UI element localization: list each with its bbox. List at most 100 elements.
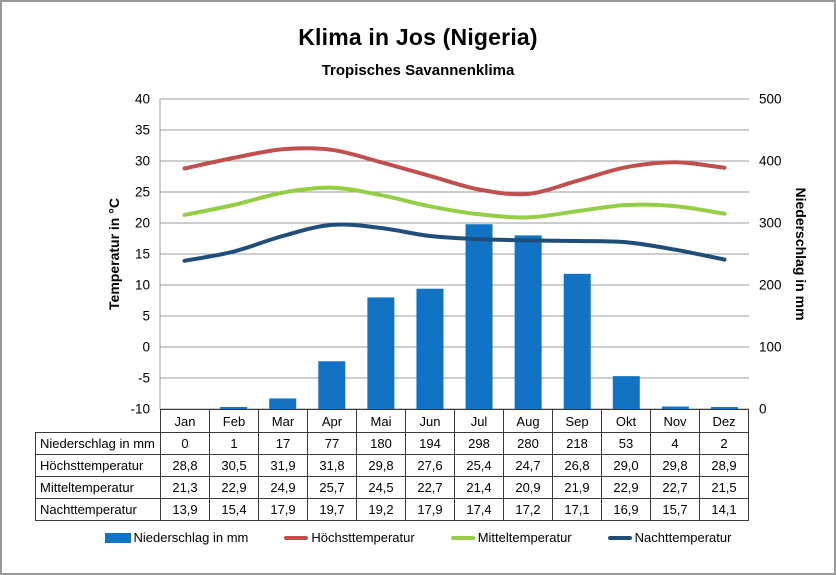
row-label-cell: Nachttemperatur: [35, 498, 161, 521]
left-axis-tick-label: 25: [135, 185, 150, 200]
right-axis-title: Niederschlag in mm: [793, 187, 809, 321]
bar-swatch-icon: [104, 532, 131, 543]
value-cell: 31,8: [307, 454, 357, 477]
bar-Mai: [367, 297, 395, 409]
right-axis-tick-label: 100: [759, 340, 782, 355]
left-axis-tick-label: 5: [142, 309, 150, 324]
left-axis-tick-label: 40: [135, 92, 150, 107]
bar-Mar: [269, 398, 297, 409]
value-cell: 22,9: [209, 476, 259, 499]
value-cell: 280: [503, 432, 553, 455]
bar-Nov: [661, 406, 689, 409]
row-label-cell: Höchsttemperatur: [35, 454, 161, 477]
value-cell: 14,1: [699, 498, 749, 521]
legend-label: Höchsttemperatur: [311, 530, 415, 545]
right-axis-tick-label: 500: [759, 92, 782, 107]
value-cell: 29,8: [356, 454, 406, 477]
bar-Aug: [514, 235, 542, 409]
month-header-cell: Dez: [699, 409, 749, 433]
value-cell: 30,5: [209, 454, 259, 477]
value-cell: 0: [160, 432, 210, 455]
table-row: Höchsttemperatur 28,8 30,5 31,9 31,8 29,8 27,6…: [35, 454, 749, 477]
left-axis-title: Temperatur in °C: [106, 198, 122, 310]
line-swatch-icon: [284, 535, 309, 540]
value-cell: 4: [650, 432, 700, 455]
value-cell: 26,8: [552, 454, 602, 477]
bar-Jun: [416, 288, 444, 409]
right-axis-tick-label: 200: [759, 278, 782, 293]
value-cell: 22,7: [405, 476, 455, 499]
value-cell: 24,5: [356, 476, 406, 499]
value-cell: 17,9: [258, 498, 308, 521]
line-swatch-icon: [450, 535, 475, 540]
value-cell: 19,2: [356, 498, 406, 521]
line-Höchsttemperatur: [182, 146, 727, 197]
left-axis-tick-label: 10: [135, 278, 150, 293]
value-cell: 22,7: [650, 476, 700, 499]
right-axis-tick-label: 400: [759, 154, 782, 169]
value-cell: 24,7: [503, 454, 553, 477]
month-header-cell: Mar: [258, 409, 308, 433]
value-cell: 2: [699, 432, 749, 455]
left-axis-tick-label: 0: [142, 340, 150, 355]
month-header-cell: Aug: [503, 409, 553, 433]
table-header-row: Jan Feb Mar Apr Mai Jun Jul Aug Sep Okt Nov Dez: [36, 409, 749, 433]
value-cell: 21,3: [160, 476, 210, 499]
table-row: Nachttemperatur 13,9 15,4 17,9 19,7 19,2 17,9 1…: [35, 498, 749, 521]
value-cell: 218: [552, 432, 602, 455]
value-cell: 22,9: [601, 476, 651, 499]
chart-subtitle: Tropisches Savannenklima: [321, 62, 515, 79]
chart-legend: Niederschlag in mm Höchsttemperatur Mitt…: [2, 530, 834, 545]
bar-Dez: [710, 407, 738, 409]
value-cell: 1: [209, 432, 259, 455]
month-header-cell: Okt: [601, 409, 651, 433]
legend-item-hoechsttemperatur: Höchsttemperatur: [284, 530, 415, 545]
climate-data-table: Jan Feb Mar Apr Mai Jun Jul Aug Sep Okt Nov Dez Nied…: [35, 409, 749, 521]
value-cell: 28,8: [160, 454, 210, 477]
value-cell: 17: [258, 432, 308, 455]
value-cell: 53: [601, 432, 651, 455]
table-row: Mitteltemperatur 21,3 22,9 24,9 25,7 24,5 22,7…: [35, 476, 749, 499]
value-cell: 16,9: [601, 498, 651, 521]
value-cell: 21,9: [552, 476, 602, 499]
left-axis-tick-label: 35: [135, 123, 150, 138]
left-axis-tick-label: 30: [135, 154, 150, 169]
legend-label: Mitteltemperatur: [477, 530, 572, 545]
month-header-cell: Apr: [307, 409, 357, 433]
month-header-cell: Feb: [209, 409, 259, 433]
value-cell: 25,4: [454, 454, 504, 477]
value-cell: 28,9: [699, 454, 749, 477]
line-swatch-icon: [607, 535, 632, 540]
value-cell: 29,0: [601, 454, 651, 477]
value-cell: 194: [405, 432, 455, 455]
bar-Jul: [465, 224, 493, 409]
value-cell: 13,9: [160, 498, 210, 521]
value-cell: 77: [307, 432, 357, 455]
value-cell: 15,4: [209, 498, 259, 521]
value-cell: 17,4: [454, 498, 504, 521]
month-header-cell: Mai: [356, 409, 406, 433]
left-axis-tick-label: -10: [130, 402, 150, 417]
value-cell: 21,4: [454, 476, 504, 499]
month-header-cell: Jul: [454, 409, 504, 433]
row-label-cell: Niederschlag in mm: [35, 432, 161, 455]
bar-Feb: [220, 407, 248, 409]
chart-title: Klima in Jos (Nigeria): [298, 24, 538, 50]
line-Mitteltemperatur: [182, 185, 727, 220]
value-cell: 17,2: [503, 498, 553, 521]
value-cell: 19,7: [307, 498, 357, 521]
legend-label: Niederschlag in mm: [133, 530, 249, 545]
bar-Sep: [563, 273, 591, 409]
left-axis-tick-label: 15: [135, 247, 150, 262]
value-cell: 20,9: [503, 476, 553, 499]
left-axis-tick-label: -5: [138, 371, 150, 386]
month-header-cell: Jan: [160, 409, 210, 433]
legend-item-mitteltemperatur: Mitteltemperatur: [450, 530, 572, 545]
right-axis-tick-label: 0: [759, 402, 767, 417]
line-Nachttemperatur: [182, 222, 727, 263]
month-header-cell: Nov: [650, 409, 700, 433]
value-cell: 180: [356, 432, 406, 455]
value-cell: 31,9: [258, 454, 308, 477]
